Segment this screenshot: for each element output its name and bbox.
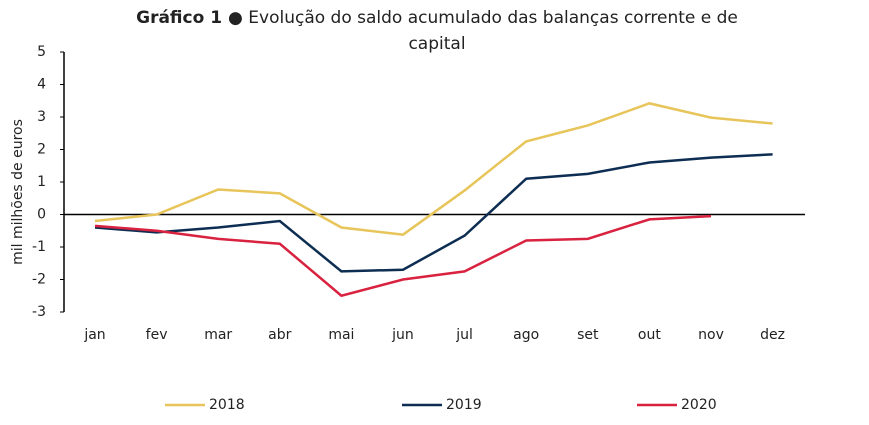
y-tick-label: -1 [32,239,46,255]
legend-label: 2020 [681,397,717,413]
x-tick-label: ago [513,327,539,343]
x-tick-label: abr [268,327,291,343]
x-tick-label: jun [391,327,414,343]
legend-label: 2019 [446,397,482,413]
y-tick-label: -3 [32,304,46,320]
y-tick-label: 0 [37,207,46,223]
chart-title: Gráfico 1 ● Evolução do saldo acumulado d… [136,8,738,28]
x-tick-label: fev [146,327,168,343]
series-line [94,102,773,236]
y-axis-label: mil milhões de euros [10,119,26,265]
x-tick-label: jan [83,327,105,343]
title-text: ● Evolução do saldo acumulado das balanç… [228,8,738,28]
y-tick-label: 4 [37,77,46,93]
y-tick-label: 3 [37,109,46,125]
x-tick-label: mai [328,327,354,343]
y-tick-label: -2 [32,272,46,288]
y-tick-label: 5 [37,44,46,60]
series-line [94,153,773,273]
x-tick-label: nov [698,327,724,343]
y-tick-label: 2 [37,142,46,158]
series-line [94,214,712,298]
x-tick-label: dez [760,327,785,343]
x-tick-label: jul [455,327,473,343]
x-tick-label: out [638,327,661,343]
legend-label: 2018 [209,397,245,413]
x-tick-label: set [577,327,599,343]
x-tick-label: mar [204,327,232,343]
chart-title-cont: capital [408,34,465,54]
y-tick-label: 1 [37,174,46,190]
title-number: Gráfico 1 [136,8,222,28]
